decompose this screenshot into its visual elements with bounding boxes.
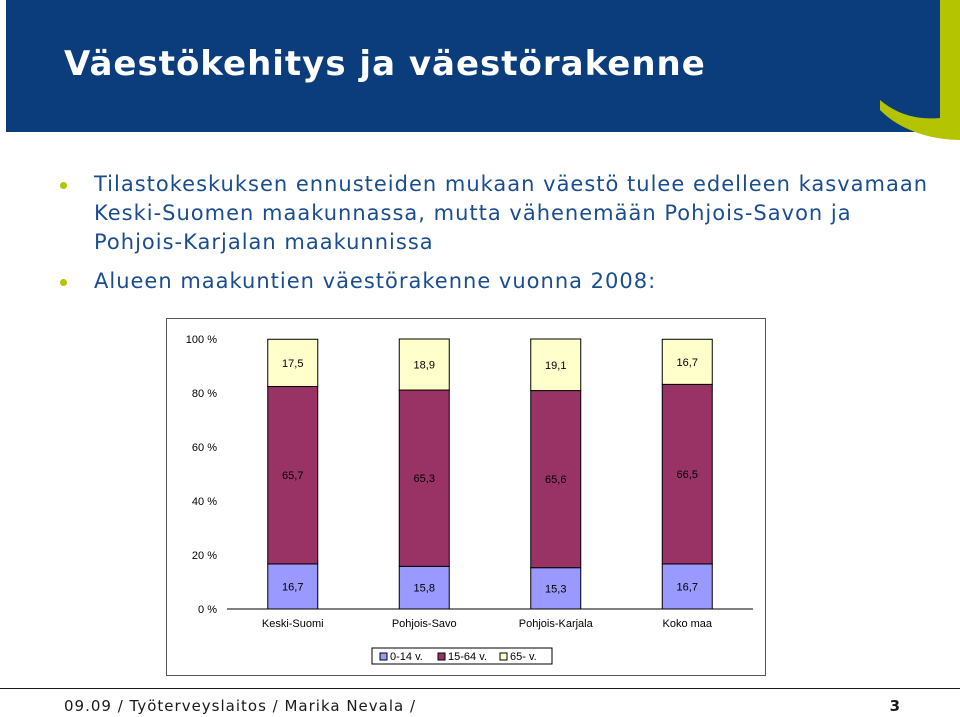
legend-label: 0-14 v. (390, 651, 423, 663)
legend-swatch (379, 652, 388, 661)
x-tick-label: Koko maa (662, 618, 712, 630)
x-tick-label: Keski-Suomi (262, 618, 324, 630)
bar-segment (267, 563, 319, 610)
y-tick-label: 40 % (192, 496, 217, 508)
data-label: 16,7 (677, 581, 698, 593)
x-tick-label: Pohjois-Karjala (519, 618, 594, 630)
page-title: Väestökehitys ja väestörakenne (64, 44, 706, 84)
data-label: 17,5 (282, 358, 303, 370)
data-label: 19,1 (545, 360, 566, 372)
bullet-item: Alueen maakuntien väestörakenne vuonna 2… (60, 267, 940, 296)
bar-segment (530, 390, 582, 569)
bar-segment (661, 338, 713, 385)
footer-text: 09.09 / Työterveyslaitos / Marika Nevala… (64, 697, 417, 715)
data-label: 16,7 (677, 357, 698, 369)
y-tick-label: 80 % (192, 388, 217, 400)
bar-segment (661, 383, 713, 565)
chart-frame: 0 % 20 % 40 % 60 % 80 % 100 % 16,7 65,7 17,5 Kesk… (166, 318, 766, 676)
bar-segment (398, 338, 450, 391)
data-label: 65,6 (545, 474, 566, 486)
bullet-text: Tilastokeskuksen ennusteiden mukaan väes… (94, 172, 929, 254)
data-label: 15,8 (414, 583, 435, 595)
data-label: 16,7 (282, 581, 303, 593)
bullet-list: Tilastokeskuksen ennusteiden mukaan väes… (60, 170, 940, 306)
bar-segment (530, 567, 582, 610)
corner-accent (880, 0, 960, 140)
data-label: 65,7 (282, 470, 303, 482)
y-tick-label: 20 % (192, 550, 217, 562)
bullet-text: Alueen maakuntien väestörakenne vuonna 2… (94, 269, 657, 293)
page-number: 3 (889, 697, 900, 715)
legend-swatch (499, 652, 508, 661)
legend-label: 65- v. (510, 651, 537, 663)
legend-swatch (437, 652, 446, 661)
y-tick-label: 0 % (198, 604, 217, 616)
bullet-dot-icon (60, 182, 67, 189)
bar-segment (398, 389, 450, 567)
y-tick-label: 100 % (186, 334, 217, 346)
x-tick-label: Pohjois-Savo (392, 618, 457, 630)
bar-segment (267, 338, 319, 388)
footer: 09.09 / Työterveyslaitos / Marika Nevala… (0, 688, 960, 717)
data-label: 18,9 (414, 360, 435, 372)
y-tick-label: 60 % (192, 442, 217, 454)
bullet-dot-icon (60, 279, 67, 286)
header-band (6, 0, 950, 132)
data-label: 66,5 (677, 469, 698, 481)
bar-segment (530, 338, 582, 392)
stacked-bar-chart: 0 % 20 % 40 % 60 % 80 % 100 % 16,7 65,7 17,5 Kesk… (186, 334, 753, 665)
data-label: 65,3 (414, 473, 435, 485)
data-label: 15,3 (545, 583, 566, 595)
bullet-item: Tilastokeskuksen ennusteiden mukaan väes… (60, 170, 940, 257)
legend-label: 15-64 v. (448, 651, 487, 663)
